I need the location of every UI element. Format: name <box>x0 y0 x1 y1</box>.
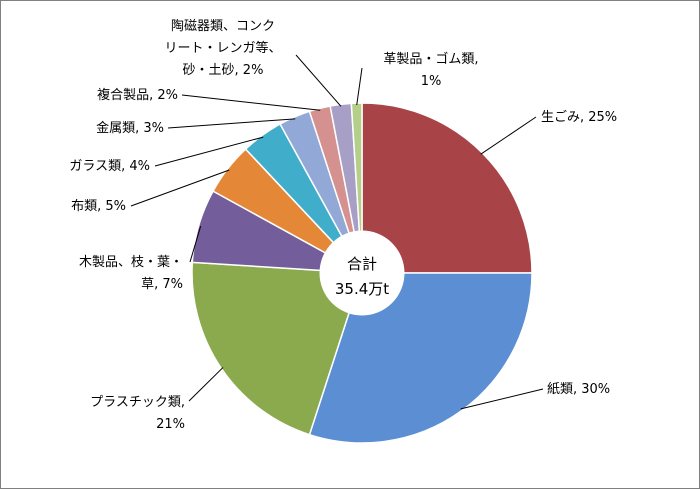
slice-label-9-line-1: 陶磁器類、コンク <box>171 18 275 34</box>
slice-label-1-line-1: 生ごみ, 25% <box>541 109 617 125</box>
slice-label-9-line-2: リート・レンガ等、 <box>164 40 281 56</box>
leader-line-2 <box>460 388 544 410</box>
center-label-total: 35.4万t <box>335 280 389 298</box>
leader-line-9 <box>295 54 342 107</box>
leader-line-8 <box>181 94 321 111</box>
leader-line-5 <box>130 169 230 207</box>
center-hole <box>319 230 405 316</box>
slice-label-4-line-2: 草, 7% <box>141 277 183 292</box>
slice-label-10-line-2: 1% <box>421 74 442 89</box>
slice-label-8-line-1: 複合製品, 2% <box>97 87 178 103</box>
slice-label-6-line-1: ガラス類, 4% <box>69 159 150 174</box>
pie-slice-2 <box>308 272 533 444</box>
leader-line-7 <box>167 118 296 129</box>
leader-line-1 <box>480 116 537 155</box>
slice-label-3-line-1: プラスチック類, <box>90 395 185 410</box>
leader-lines <box>130 54 544 410</box>
leader-line-4 <box>189 225 202 263</box>
slice-labels: 生ごみ, 25% 紙類, 30% プラスチック類, 21% 木製品、枝・葉・草, 7% 布… <box>69 18 617 432</box>
center-label-title: 合計 <box>347 255 377 273</box>
leader-line-6 <box>154 136 264 167</box>
slice-label-7-line-1: 金属類, 3% <box>96 120 164 136</box>
pie-slices <box>191 102 533 444</box>
slice-label-10-line-1: 革製品・ゴム類, <box>383 51 478 67</box>
slice-label-9-line-3: 砂・土砂, 2% <box>183 63 264 78</box>
leader-line-3 <box>188 367 224 402</box>
slice-label-3-line-2: 21% <box>156 417 185 432</box>
leader-line-10 <box>356 67 363 106</box>
slice-label-4-line-1: 木製品、枝・葉・ <box>79 255 183 270</box>
slice-label-5-line-1: 布類, 5% <box>71 199 126 214</box>
slice-label-2-line-1: 紙類, 30% <box>547 382 610 397</box>
